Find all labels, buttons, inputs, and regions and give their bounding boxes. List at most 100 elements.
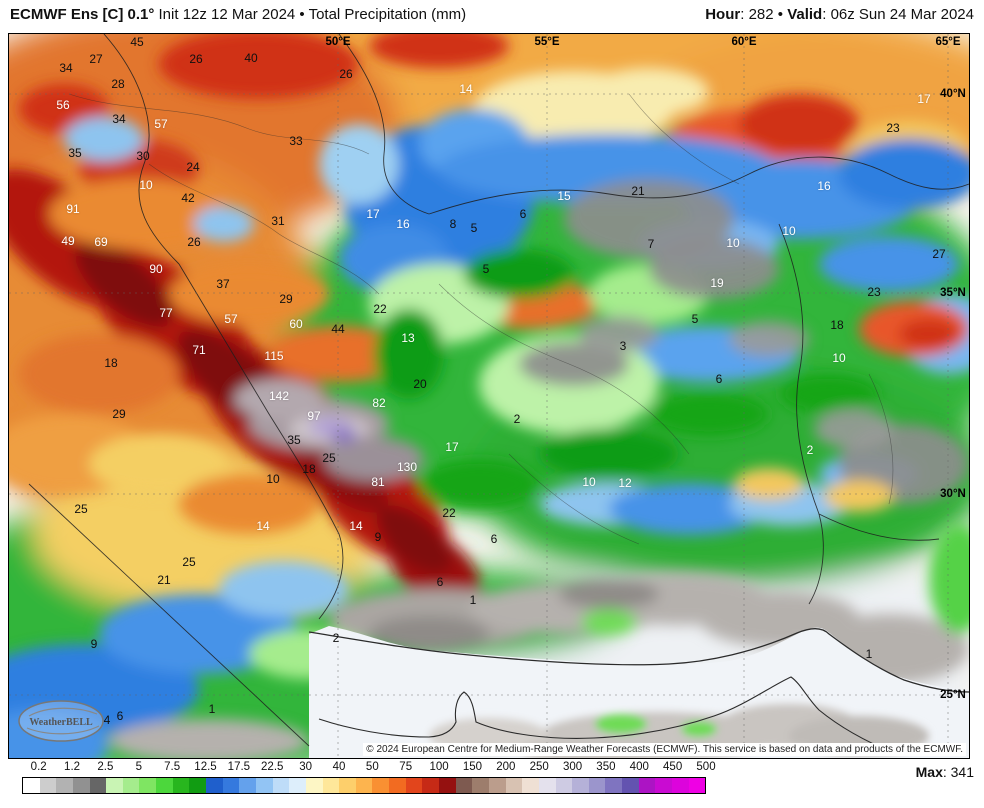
map-value-label: 30 — [136, 149, 150, 163]
legend-tick: 0.2 — [30, 761, 47, 773]
legend-color-segment — [72, 778, 90, 793]
valid-time: Hour: 282 • Valid: 06z Sun 24 Mar 2024 — [705, 6, 974, 23]
legend-tick: 75 — [399, 761, 413, 773]
legend-color-segment — [172, 778, 190, 793]
legend-color-segment — [622, 778, 639, 793]
legend-tick: 17.5 — [227, 761, 251, 773]
map-value-label: 10 — [782, 224, 796, 238]
legend-color-segment — [422, 778, 440, 793]
map-value-label: 6 — [519, 207, 527, 221]
map-value-label: 17 — [366, 207, 380, 221]
map-value-label: 10 — [266, 472, 280, 486]
color-scale-legend: 0.2 1.2 2.5 5 7.5 12.5 17.5 22.5 30 40 50 75 100 150 2… — [22, 761, 716, 794]
map-value-label: 2 — [806, 443, 814, 457]
legend-color-segment — [23, 778, 40, 793]
map-value-label: 29 — [112, 407, 126, 421]
map-value-label: 60 — [289, 317, 303, 331]
legend-color-segment — [206, 778, 223, 793]
map-value-label: 9 — [90, 637, 98, 651]
max-sep: : — [942, 764, 951, 780]
map-value-label: 16 — [396, 217, 410, 231]
map-value-label: 16 — [817, 179, 831, 193]
map-value-labels: 34 27 45 26 40 28 56 34 57 33 35 30 24 10 42 91 31 49 69 26… — [9, 34, 969, 758]
legend-color-segment — [189, 778, 207, 793]
legend-color-segment — [322, 778, 340, 793]
map-value-label: 22 — [373, 302, 387, 316]
map-value-label: 56 — [56, 98, 70, 112]
legend-tick: 400 — [629, 761, 649, 773]
map-value-label: 10 — [139, 178, 153, 192]
map-value-label: 25 — [74, 502, 88, 516]
hour-value: 282 — [748, 6, 774, 23]
legend-color-segment — [272, 778, 290, 793]
map-value-label: 37 — [216, 277, 230, 291]
weatherbell-text: WeatherBELL — [29, 717, 93, 728]
legend-tick: 30 — [299, 761, 313, 773]
map-value-label: 34 — [59, 61, 73, 75]
legend-color-segment — [655, 778, 672, 793]
map-value-label: 1 — [469, 593, 477, 607]
max-label: Max — [915, 764, 943, 780]
legend-color-segment — [222, 778, 240, 793]
map-value-label: 23 — [886, 121, 900, 135]
map-value-label: 40 — [244, 51, 258, 65]
legend-color-segment — [255, 778, 273, 793]
map-value-label: 25 — [182, 555, 196, 569]
legend-color-segment — [139, 778, 157, 793]
legend-color-segment — [89, 778, 107, 793]
map-value-label: 34 — [112, 112, 126, 126]
map-value-label: 69 — [94, 235, 108, 249]
map-value-label: 20 — [413, 377, 427, 391]
map-value-label: 91 — [66, 202, 80, 216]
legend-tick: 1.2 — [64, 761, 81, 773]
legend-tick: 500 — [696, 761, 716, 773]
legend-color-segment — [389, 778, 406, 793]
latitude-label: 40°N — [940, 88, 966, 100]
map-value-label: 97 — [307, 409, 321, 423]
max-number: 341 — [950, 764, 974, 780]
map-value-label: 10 — [582, 475, 596, 489]
map-value-label: 49 — [61, 234, 75, 248]
map-value-label: 14 — [459, 82, 473, 96]
map-value-label: 44 — [331, 322, 345, 336]
map-value-label: 1 — [865, 647, 873, 661]
map-value-label: 130 — [396, 460, 418, 474]
legend-tick: 250 — [529, 761, 549, 773]
map-value-label: 5 — [470, 221, 478, 235]
header: ECMWF Ens [C] 0.1° Init 12z 12 Mar 2024 … — [0, 0, 984, 30]
map-title: ECMWF Ens [C] 0.1° Init 12z 12 Mar 2024 … — [10, 6, 466, 23]
legend-tick: 300 — [562, 761, 583, 773]
legend-tick: 150 — [462, 761, 483, 773]
longitude-label: 60°E — [731, 36, 757, 48]
map-value-label: 82 — [372, 396, 386, 410]
legend-color-segment — [289, 778, 306, 793]
legend-color-segment — [472, 778, 489, 793]
map-value-label: 6 — [490, 532, 498, 546]
legend-tick-row: 0.2 1.2 2.5 5 7.5 12.5 17.5 22.5 30 40 50 75 100 150 2… — [22, 761, 716, 776]
legend-color-segment — [339, 778, 356, 793]
legend-tick: 22.5 — [261, 761, 284, 773]
map-value-label: 28 — [111, 77, 125, 91]
map-value-label: 57 — [224, 312, 238, 326]
map-value-label: 5 — [482, 262, 490, 276]
legend-color-segment — [39, 778, 57, 793]
map-value-label: 22 — [442, 506, 456, 520]
legend-color-segment — [355, 778, 373, 793]
map-value-label: 9 — [374, 530, 382, 544]
legend-color-segment — [605, 778, 623, 793]
map-value-label: 18 — [830, 318, 844, 332]
map-value-label: 12 — [618, 476, 632, 490]
map-value-label: 35 — [68, 146, 82, 160]
legend-color-segment — [439, 778, 456, 793]
legend-color-segment — [122, 778, 140, 793]
hour-label: Hour — [705, 6, 741, 23]
legend-color-segment — [106, 778, 123, 793]
map-value-label: 7 — [647, 237, 655, 251]
copyright-text: © 2024 European Centre for Medium-Range … — [363, 743, 966, 756]
longitude-label: 50°E — [325, 36, 351, 48]
map-value-label: 77 — [159, 306, 173, 320]
map-value-label: 23 — [867, 285, 881, 299]
map-value-label: 18 — [302, 462, 316, 476]
map-value-label: 31 — [271, 214, 285, 228]
legend-color-segment — [638, 778, 656, 793]
